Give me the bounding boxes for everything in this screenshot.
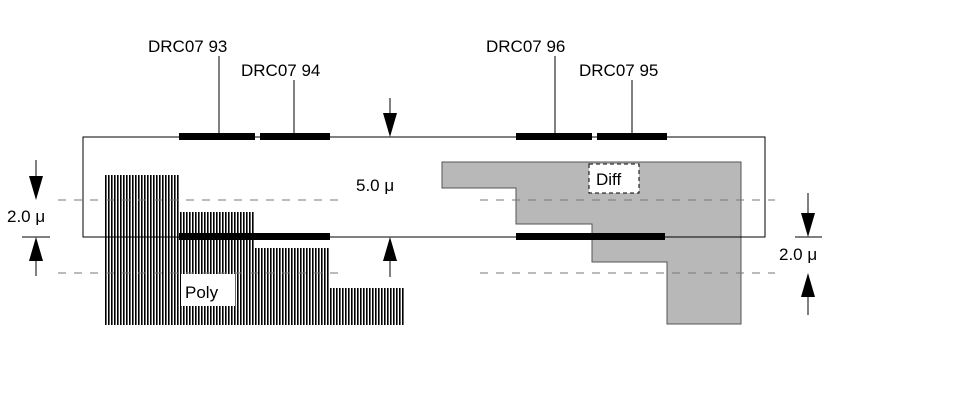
- poly-shape: [104, 175, 405, 325]
- label-drc93: DRC07 93: [148, 37, 227, 56]
- arrow-up-icon: [383, 237, 397, 261]
- arrow-down-icon: [29, 176, 43, 200]
- diff-label: Diff: [596, 170, 621, 189]
- label-drc96: DRC07 96: [486, 37, 565, 56]
- diff-label-box: [588, 163, 640, 194]
- marker-drc93: [179, 133, 255, 140]
- diff-shape: [441, 161, 742, 325]
- arrow-down-icon: [383, 113, 397, 137]
- marker-drc95: [597, 133, 667, 140]
- left-offset-dimension: [22, 160, 50, 276]
- right-offset-label: 2.0 μ: [779, 245, 817, 264]
- arrow-down-icon: [801, 213, 815, 237]
- width-dimension: [383, 98, 397, 277]
- marker-bottom-left: [179, 233, 330, 240]
- label-leaders: [218, 56, 633, 133]
- dashed-guides: [58, 199, 775, 274]
- marker-drc96: [516, 133, 592, 140]
- marker-bottom-right: [516, 233, 665, 240]
- poly-label-box: [181, 274, 235, 306]
- label-drc94: DRC07 94: [241, 61, 320, 80]
- left-offset-label: 2.0 μ: [7, 207, 45, 226]
- region-rectangle: [82, 136, 766, 238]
- arrow-up-icon: [29, 237, 43, 261]
- arrow-up-icon: [801, 273, 815, 297]
- poly-label: Poly: [185, 283, 219, 302]
- width-label: 5.0 μ: [356, 176, 394, 195]
- right-offset-dimension: [795, 193, 822, 315]
- label-drc95: DRC07 95: [579, 61, 658, 80]
- marker-drc94: [260, 133, 330, 140]
